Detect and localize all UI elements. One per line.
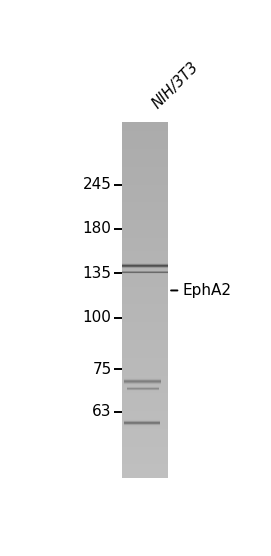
Bar: [122, 247, 168, 251]
Bar: [122, 358, 168, 362]
Bar: [122, 171, 168, 176]
Bar: [122, 256, 168, 260]
Bar: [122, 460, 168, 464]
Bar: [122, 317, 168, 322]
Bar: [122, 446, 168, 451]
Bar: [122, 140, 168, 145]
Bar: [122, 402, 168, 406]
Text: 100: 100: [83, 310, 112, 325]
Bar: [122, 415, 168, 420]
Bar: [122, 202, 168, 207]
Bar: [122, 442, 168, 446]
Bar: [122, 234, 168, 238]
Bar: [122, 335, 168, 340]
Bar: [122, 429, 168, 433]
Bar: [122, 127, 168, 131]
Text: 180: 180: [83, 221, 112, 236]
Bar: [122, 180, 168, 185]
Bar: [122, 424, 168, 429]
Bar: [122, 274, 168, 278]
Bar: [122, 420, 168, 424]
Bar: [122, 309, 168, 314]
Bar: [122, 260, 168, 265]
Bar: [122, 375, 168, 380]
Bar: [122, 393, 168, 398]
Bar: [122, 464, 168, 469]
Bar: [122, 211, 168, 216]
Bar: [122, 238, 168, 242]
Bar: [122, 366, 168, 371]
Bar: [122, 406, 168, 411]
Bar: [122, 158, 168, 162]
Bar: [122, 176, 168, 180]
Bar: [122, 451, 168, 455]
Bar: [122, 362, 168, 366]
Text: EphA2: EphA2: [171, 283, 232, 298]
Bar: [122, 411, 168, 415]
Bar: [122, 438, 168, 442]
Bar: [122, 469, 168, 473]
Text: 63: 63: [92, 404, 112, 419]
Bar: [122, 287, 168, 291]
Bar: [122, 145, 168, 149]
Text: 75: 75: [92, 362, 112, 377]
Bar: [122, 304, 168, 309]
Bar: [122, 313, 168, 318]
Bar: [122, 473, 168, 478]
Bar: [122, 131, 168, 136]
Bar: [122, 198, 168, 202]
Bar: [122, 153, 168, 158]
Bar: [122, 326, 168, 331]
Bar: [122, 455, 168, 460]
Text: 135: 135: [83, 266, 112, 281]
Bar: [122, 344, 168, 349]
Text: NIH/3T3: NIH/3T3: [149, 59, 201, 112]
Bar: [122, 167, 168, 171]
Bar: [122, 291, 168, 296]
Bar: [122, 251, 168, 256]
Bar: [122, 220, 168, 225]
Bar: [122, 136, 168, 140]
Bar: [122, 278, 168, 282]
Bar: [122, 185, 168, 189]
Bar: [122, 216, 168, 220]
Bar: [122, 162, 168, 167]
Bar: [122, 207, 168, 211]
Bar: [122, 384, 168, 389]
Bar: [122, 380, 168, 384]
Bar: [122, 225, 168, 229]
Bar: [122, 353, 168, 358]
Bar: [122, 149, 168, 153]
Bar: [122, 300, 168, 305]
Bar: [122, 349, 168, 354]
Text: 245: 245: [83, 177, 112, 192]
Bar: [122, 322, 168, 327]
Bar: [122, 242, 168, 247]
Bar: [122, 340, 168, 345]
Bar: [122, 193, 168, 198]
Bar: [122, 389, 168, 393]
Bar: [122, 265, 168, 269]
Bar: [122, 282, 168, 287]
Bar: [122, 269, 168, 274]
Bar: [122, 189, 168, 193]
Bar: [122, 398, 168, 402]
Bar: [122, 296, 168, 300]
Bar: [122, 229, 168, 234]
Bar: [122, 122, 168, 127]
Bar: [122, 371, 168, 375]
Bar: [122, 331, 168, 336]
Bar: [122, 433, 168, 438]
